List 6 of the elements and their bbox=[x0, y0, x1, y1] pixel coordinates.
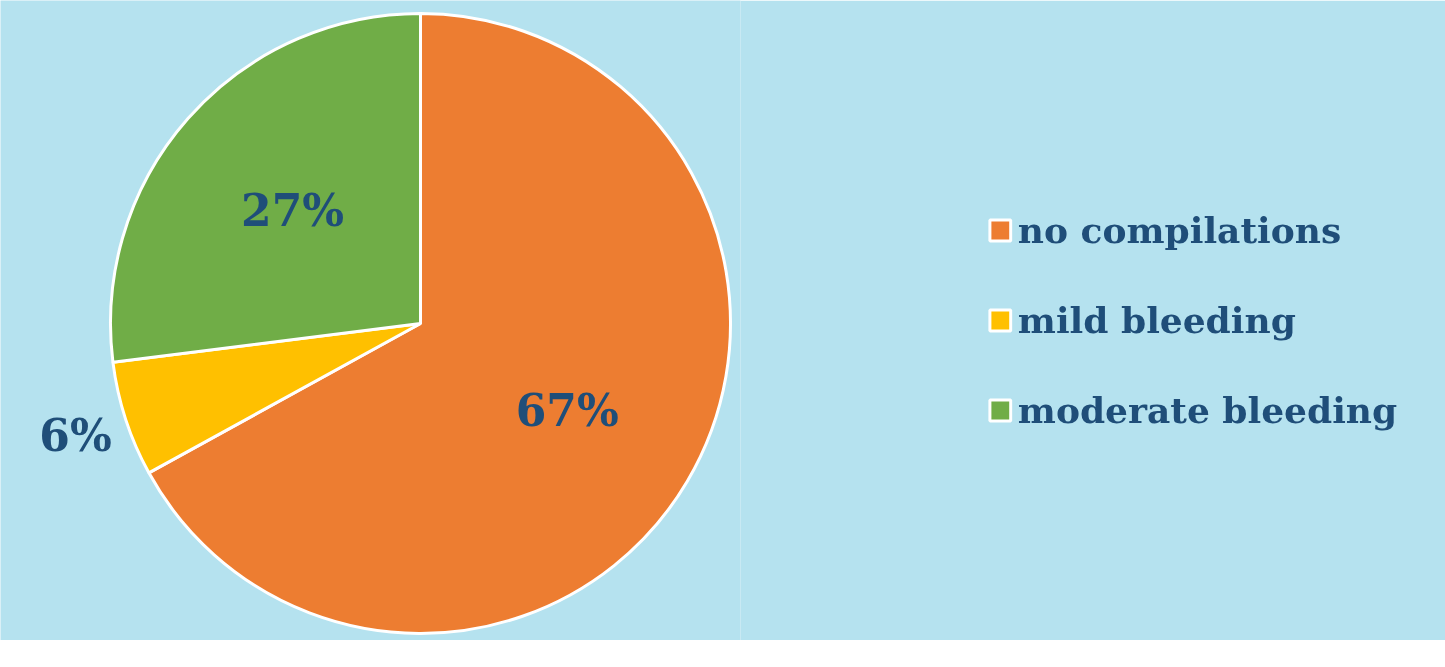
data-label: 27% bbox=[241, 185, 345, 237]
legend-label: moderate bleeding bbox=[1017, 388, 1398, 433]
data-label: 67% bbox=[515, 384, 619, 436]
legend-label: no compilations bbox=[1017, 208, 1342, 253]
data-label: 6% bbox=[39, 410, 112, 462]
legend-label: mild bleeding bbox=[1017, 298, 1296, 343]
